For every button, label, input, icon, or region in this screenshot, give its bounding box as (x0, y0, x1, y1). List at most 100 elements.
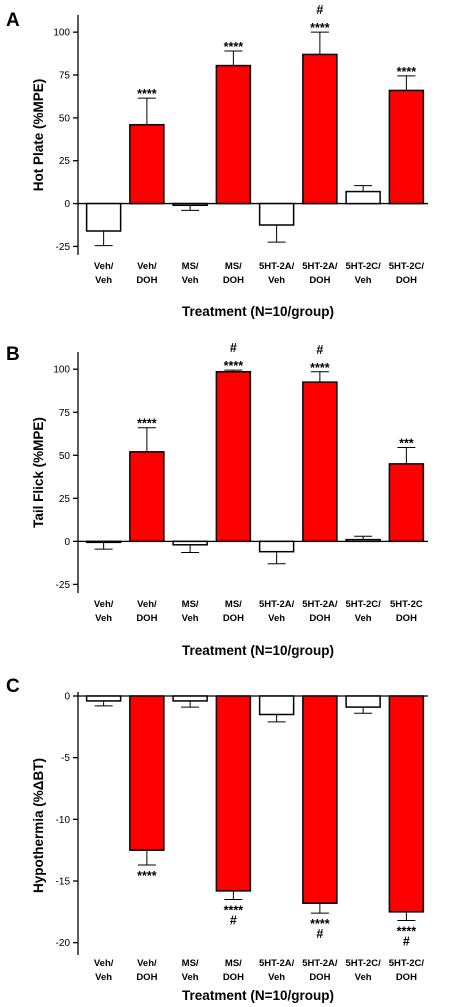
x-tick-label: MS/ (225, 958, 242, 969)
y-axis-title: Hypothermia (%ΔBT) (31, 758, 46, 893)
bar-5 (258, 695, 295, 716)
bar-4 (215, 695, 252, 892)
significance-stars: **** (224, 40, 244, 54)
bar-6 (302, 53, 338, 205)
significance-stars: **** (397, 924, 417, 938)
x-tick-label: 5HT-2C/ (345, 599, 381, 610)
y-tick-label: 100 (53, 28, 70, 39)
x-tick-label: MS/ (182, 599, 199, 610)
bar-3 (172, 202, 208, 207)
x-tick-label: DOH (396, 275, 417, 286)
x-axis-title: Treatment (N=10/group) (182, 643, 334, 658)
bar-1 (85, 540, 122, 544)
x-tick-label: 5HT-2C/ (345, 261, 381, 272)
significance-hash: # (230, 914, 237, 928)
bar-2 (129, 451, 165, 543)
y-axis-title: Tail Flick (%MPE) (31, 417, 46, 528)
x-tick-label: Veh (182, 972, 199, 983)
significance-stars: *** (399, 437, 414, 451)
x-tick-label: Veh (182, 275, 199, 286)
x-tick-label: Veh (95, 972, 112, 983)
x-tick-label: Veh/ (94, 958, 114, 969)
bar-4 (215, 64, 252, 205)
x-tick-label: 5HT-2A/ (259, 958, 295, 969)
x-tick-label: Veh/ (94, 599, 114, 610)
bar-2 (129, 123, 165, 205)
bar-7 (345, 538, 381, 543)
bar-8 (388, 695, 425, 913)
significance-hash: # (316, 3, 323, 17)
chart-panel-c: C Hypothermia (%ΔBT) 0 -5 -10 -15 -20 Veh/Veh **… (6, 676, 428, 1003)
bar-6 (302, 381, 338, 543)
y-tick-label: 75 (59, 408, 71, 419)
y-tick-label: -10 (56, 815, 71, 826)
x-tick-label: 5HT-2A/ (259, 599, 295, 610)
bar-2 (129, 695, 165, 851)
significance-stars: **** (224, 359, 244, 373)
significance-stars: **** (137, 87, 157, 101)
y-tick-label: 25 (59, 494, 71, 505)
bar-5 (258, 202, 295, 226)
x-tick-label: Veh (268, 972, 285, 983)
x-tick-label: Veh (268, 275, 285, 286)
significance-stars: **** (397, 65, 417, 79)
bar-8 (388, 463, 425, 543)
y-tick-label: -5 (61, 753, 70, 764)
x-tick-label: 5HT-2A/ (259, 261, 295, 272)
significance-hash: # (316, 343, 323, 357)
panel-letter: C (6, 676, 20, 697)
y-tick-label: 25 (59, 156, 71, 167)
x-tick-label: DOH (396, 613, 417, 624)
y-tick-label: 0 (64, 537, 70, 548)
x-tick-label: Veh/ (137, 261, 157, 272)
bar-3 (172, 695, 208, 702)
x-tick-label: MS/ (225, 261, 242, 272)
bar-7 (345, 190, 381, 205)
x-tick-label: DOH (136, 972, 157, 983)
y-axis-title: Hot Plate (%MPE) (31, 79, 46, 192)
x-tick-label: DOH (223, 613, 244, 624)
x-tick-label: MS/ (182, 958, 199, 969)
significance-stars: **** (224, 904, 244, 918)
bar-4 (215, 371, 252, 543)
x-tick-label: Veh (355, 613, 372, 624)
significance-stars: **** (310, 21, 330, 35)
x-tick-label: 5HT-2C/ (389, 958, 425, 969)
y-tick-label: 0 (64, 692, 70, 703)
x-tick-label: 5HT-2C/ (345, 958, 381, 969)
x-tick-label: DOH (136, 275, 157, 286)
x-tick-label: DOH (136, 613, 157, 624)
y-tick-label: 50 (59, 113, 71, 124)
significance-stars: **** (137, 869, 157, 883)
x-tick-label: Veh/ (137, 599, 157, 610)
x-tick-label: Veh (355, 275, 372, 286)
bar-7 (345, 695, 381, 708)
significance-stars: **** (310, 917, 330, 931)
x-tick-label: 5HT-2A/ (302, 958, 338, 969)
x-tick-label: 5HT-2A/ (302, 599, 338, 610)
bar-1 (85, 202, 122, 232)
x-tick-label: MS/ (225, 599, 242, 610)
significance-hash: # (403, 934, 410, 948)
y-tick-label: 75 (59, 71, 71, 82)
bar-5 (258, 540, 295, 553)
x-axis-title: Treatment (N=10/group) (182, 304, 334, 319)
x-tick-label: Veh (355, 972, 372, 983)
bar-6 (302, 695, 338, 904)
bar-3 (172, 540, 208, 546)
x-tick-label: MS/ (182, 261, 199, 272)
x-tick-label: Veh (268, 613, 285, 624)
chart-panel-b: B Tail Flick (%MPE) -25 0 25 50 75 100 Veh/Veh **… (6, 341, 428, 658)
x-tick-label: Veh/ (94, 261, 114, 272)
bar-8 (388, 89, 425, 205)
x-axis-title: Treatment (N=10/group) (182, 988, 334, 1003)
bar-1 (85, 695, 122, 702)
x-tick-label: Veh (95, 613, 112, 624)
x-tick-label: DOH (309, 275, 330, 286)
y-tick-label: -25 (56, 580, 71, 591)
x-tick-label: Veh (95, 275, 112, 286)
chart-panel-a: A Hot Plate (%MPE) -25 0 25 50 75 100 Veh/Veh ***… (6, 3, 428, 319)
panel-letter: B (6, 344, 20, 365)
x-tick-label: 5HT-2C (390, 599, 423, 610)
